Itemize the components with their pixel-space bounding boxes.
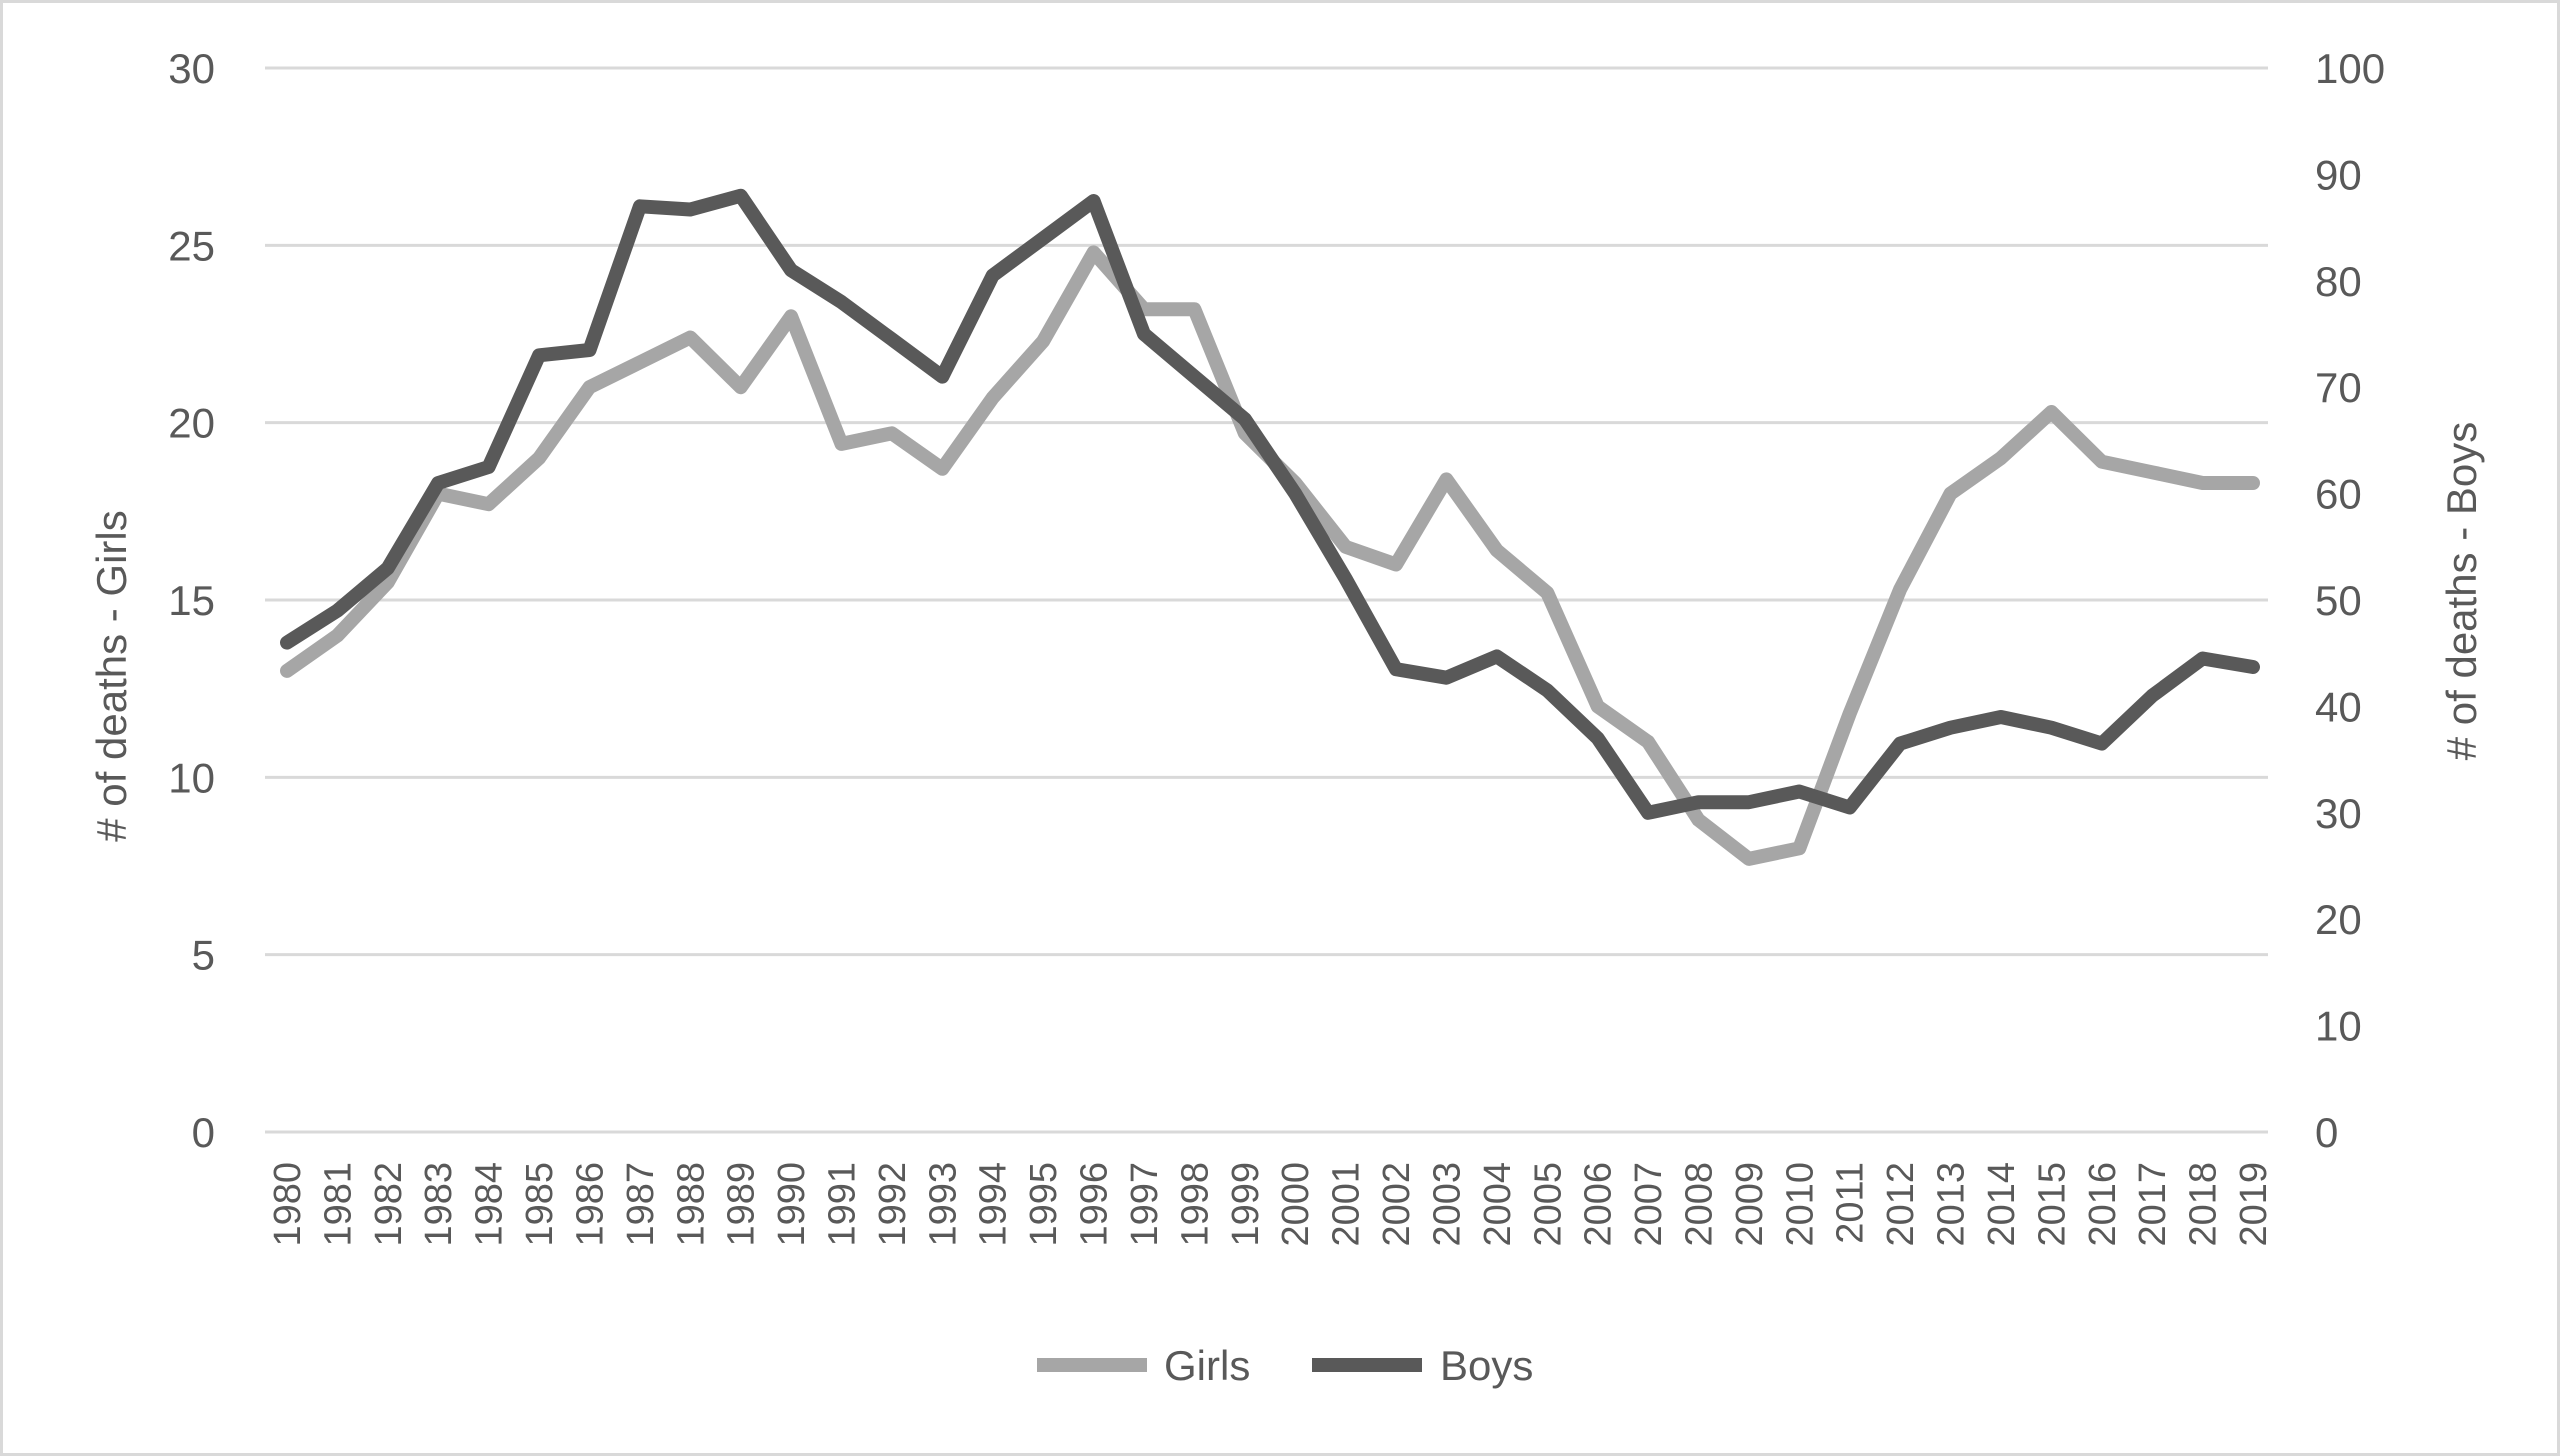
legend-label-boys: Boys [1440, 1342, 1533, 1389]
x-tick-2015: 2015 [2031, 1162, 2073, 1247]
right-tick-70: 70 [2315, 364, 2362, 411]
left-axis-ticks: 0 5 10 15 20 25 30 [168, 45, 215, 1156]
series-line-girls [280, 245, 2260, 866]
x-tick-2018: 2018 [2183, 1162, 2225, 1247]
x-tick-2006: 2006 [1578, 1162, 1620, 1247]
x-tick-1985: 1985 [519, 1162, 561, 1247]
x-tick-2014: 2014 [1981, 1162, 2023, 1247]
x-tick-1995: 1995 [1023, 1162, 1065, 1247]
right-tick-20: 20 [2315, 896, 2362, 943]
x-tick-2011: 2011 [1830, 1162, 1872, 1244]
x-tick-1997: 1997 [1124, 1162, 1166, 1247]
x-tick-1984: 1984 [469, 1162, 511, 1247]
right-tick-30: 30 [2315, 790, 2362, 837]
x-tick-1993: 1993 [922, 1162, 964, 1247]
x-tick-2008: 2008 [1678, 1162, 1720, 1247]
x-tick-1994: 1994 [973, 1162, 1015, 1247]
x-tick-1991: 1991 [822, 1162, 864, 1247]
x-tick-2007: 2007 [1628, 1162, 1670, 1247]
right-tick-100: 100 [2315, 45, 2385, 92]
left-axis-label: # of deaths - Girls [88, 510, 135, 841]
right-tick-80: 80 [2315, 258, 2362, 305]
series-line-boys [280, 188, 2260, 820]
x-tick-2000: 2000 [1275, 1162, 1317, 1247]
x-tick-2005: 2005 [1527, 1162, 1569, 1247]
left-tick-10: 10 [168, 754, 215, 801]
x-tick-2002: 2002 [1376, 1162, 1418, 1247]
legend: Girls Boys [1037, 1342, 1533, 1389]
left-tick-0: 0 [192, 1109, 215, 1156]
legend-label-girls: Girls [1164, 1342, 1250, 1389]
series-layer [280, 188, 2260, 866]
left-tick-25: 25 [168, 222, 215, 269]
right-tick-40: 40 [2315, 683, 2362, 730]
x-tick-2001: 2001 [1326, 1162, 1368, 1247]
left-tick-30: 30 [168, 45, 215, 92]
x-tick-1992: 1992 [872, 1162, 914, 1247]
right-tick-60: 60 [2315, 471, 2362, 518]
left-tick-5: 5 [192, 932, 215, 979]
x-tick-2019: 2019 [2233, 1162, 2275, 1247]
x-tick-2010: 2010 [1779, 1162, 1821, 1247]
x-axis-ticks: 1980 1981 1982 1983 1984 1985 1986 1987 1988 1989… [267, 1162, 2275, 1247]
x-tick-1989: 1989 [721, 1162, 763, 1247]
x-tick-1990: 1990 [771, 1162, 813, 1247]
x-tick-1998: 1998 [1174, 1162, 1216, 1247]
x-tick-1980: 1980 [267, 1162, 309, 1247]
x-tick-1999: 1999 [1225, 1162, 1267, 1247]
x-tick-1983: 1983 [418, 1162, 460, 1247]
x-tick-2003: 2003 [1426, 1162, 1468, 1247]
x-tick-1988: 1988 [670, 1162, 712, 1247]
right-tick-50: 50 [2315, 577, 2362, 624]
x-tick-1981: 1981 [317, 1162, 359, 1247]
x-tick-1987: 1987 [620, 1162, 662, 1247]
x-tick-1996: 1996 [1074, 1162, 1116, 1247]
x-tick-2017: 2017 [2132, 1162, 2174, 1247]
gridlines [265, 66, 2268, 1134]
right-axis-ticks: 0 10 20 30 40 50 60 70 80 90 100 [2315, 45, 2385, 1156]
x-tick-2004: 2004 [1477, 1162, 1519, 1247]
right-tick-10: 10 [2315, 1003, 2362, 1050]
x-tick-2012: 2012 [1880, 1162, 1922, 1247]
left-tick-15: 15 [168, 577, 215, 624]
right-axis-label: # of deaths - Boys [2438, 422, 2485, 761]
x-tick-1986: 1986 [569, 1162, 611, 1247]
right-tick-0: 0 [2315, 1109, 2338, 1156]
right-tick-90: 90 [2315, 151, 2362, 198]
x-tick-2009: 2009 [1729, 1162, 1771, 1247]
left-tick-20: 20 [168, 400, 215, 447]
x-tick-2013: 2013 [1931, 1162, 1973, 1247]
x-tick-2016: 2016 [2082, 1162, 2124, 1247]
x-tick-1982: 1982 [368, 1162, 410, 1247]
